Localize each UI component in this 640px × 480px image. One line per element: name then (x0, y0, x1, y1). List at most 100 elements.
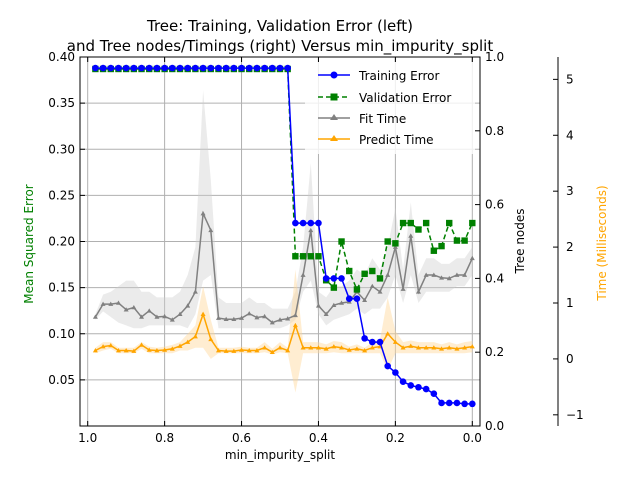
validation-error-point (338, 238, 345, 245)
x-tick-label: 0.8 (155, 431, 174, 445)
legend-fit-label: Fit Time (359, 112, 406, 126)
fit-time-point (300, 272, 306, 277)
series-layer (92, 64, 476, 408)
x-tick-label: 1.0 (78, 431, 97, 445)
training-error-point (99, 64, 107, 72)
fit-time-point (408, 233, 414, 238)
fit-time-point (277, 317, 283, 322)
legend-validation-marker (330, 93, 338, 101)
fit-time-point (177, 311, 183, 316)
training-error-point (430, 390, 438, 398)
predict-time-point (200, 311, 206, 316)
validation-error-point (438, 242, 445, 250)
fit-time-point (246, 311, 252, 316)
validation-error-point (346, 267, 353, 275)
fit-time-point (192, 289, 198, 294)
predict-time-point (292, 322, 298, 328)
x-tick-label: 0.4 (309, 431, 328, 445)
fit-time-point (431, 272, 437, 277)
training-error-point (322, 275, 330, 282)
training-error-point (269, 64, 276, 72)
fit-time-point (146, 308, 152, 313)
y-right-tick-label: 0.4 (485, 271, 504, 285)
training-error-point (245, 64, 253, 72)
training-error-point (92, 64, 99, 72)
training-error-point (176, 64, 184, 72)
fit-time-point (169, 317, 175, 322)
predict-time-point (192, 334, 198, 339)
x-tick-label: 0.6 (232, 431, 251, 445)
predict-time-point (431, 345, 437, 350)
fit-time-point (454, 272, 460, 277)
y-left-tick-label: 0.35 (48, 96, 75, 110)
validation-error-point (315, 253, 322, 260)
axes-layer: 1.0 0.8 0.6 0.4 0.2 0.00.050.100.150.200.250.… (48, 50, 583, 445)
predict-time-point (223, 348, 229, 353)
training-error-point (145, 64, 153, 72)
fit-time-point (446, 275, 452, 281)
predict-time-point (331, 344, 337, 349)
fit-time-point (362, 297, 368, 303)
predict-time-point (277, 345, 283, 350)
validation-error-point (369, 267, 376, 275)
fit-time-point (369, 283, 375, 289)
predict-time-point (92, 348, 98, 353)
fit-time-point (239, 315, 245, 320)
training-error-point (392, 369, 399, 376)
fit-time-point (231, 316, 237, 322)
training-error-point (130, 64, 138, 72)
y-axis-label-right-time: Time (Milliseconds) (595, 185, 609, 301)
predict-time-point (254, 348, 260, 353)
fit-time-point (323, 311, 329, 316)
predict-time-point (362, 348, 368, 353)
training-error-point (215, 64, 222, 72)
y-right-tick-label: 0.6 (485, 198, 504, 212)
y-left-tick-label: 0.25 (48, 188, 75, 202)
legend-fit-marker (330, 114, 338, 120)
y-left-tick-label: 0.20 (48, 235, 75, 249)
y-left-tick-label: 0.10 (48, 327, 75, 341)
validation-error-point (430, 247, 438, 254)
fit-time-point (215, 315, 221, 320)
legend-training-marker (330, 71, 338, 79)
training-error-point (284, 64, 291, 72)
predict-time-point (400, 345, 406, 350)
predict-time-point (269, 349, 275, 354)
training-error-point (384, 362, 391, 370)
y-left-tick-label: 0.05 (48, 373, 75, 387)
y-right-tick-label: 0.2 (485, 345, 504, 359)
training-error-point (461, 400, 468, 408)
fit-time-point (339, 300, 345, 305)
predict-time-point (446, 345, 452, 350)
predict-time-point (185, 339, 191, 344)
training-error-point (199, 64, 207, 72)
validation-error-point (415, 226, 422, 233)
fit-time-point (439, 275, 445, 280)
y-time-tick-label: 5 (566, 72, 574, 86)
chart-title-line1: Tree: Training, Validation Error (left) (146, 17, 413, 35)
predict-time-point (315, 345, 321, 350)
validation-error-point (392, 240, 399, 247)
fit-time-point (154, 314, 160, 319)
predict-time-point (439, 346, 445, 351)
legend: Training Error Validation Error Fit Time… (305, 62, 475, 154)
predict-time-point (231, 348, 237, 353)
training-error-point (207, 64, 215, 72)
training-error-point (353, 295, 361, 302)
x-axis-label: min_impurity_split (225, 448, 335, 462)
predict-time-point (262, 345, 268, 350)
fit-time-point (92, 314, 98, 319)
fit-time-point (269, 320, 275, 325)
y-left-tick-label: 0.40 (48, 50, 75, 64)
fit-time-point (385, 272, 391, 277)
training-error-point (307, 219, 315, 227)
fit-time-point (108, 301, 114, 306)
training-error-point (407, 382, 415, 389)
training-error-point (238, 64, 245, 72)
predict-time-point (300, 345, 306, 350)
fit-time-point (315, 303, 321, 308)
predict-time-point (408, 343, 414, 348)
predict-time-point (131, 348, 137, 353)
training-error-point (299, 219, 307, 227)
training-error-point (399, 378, 407, 386)
